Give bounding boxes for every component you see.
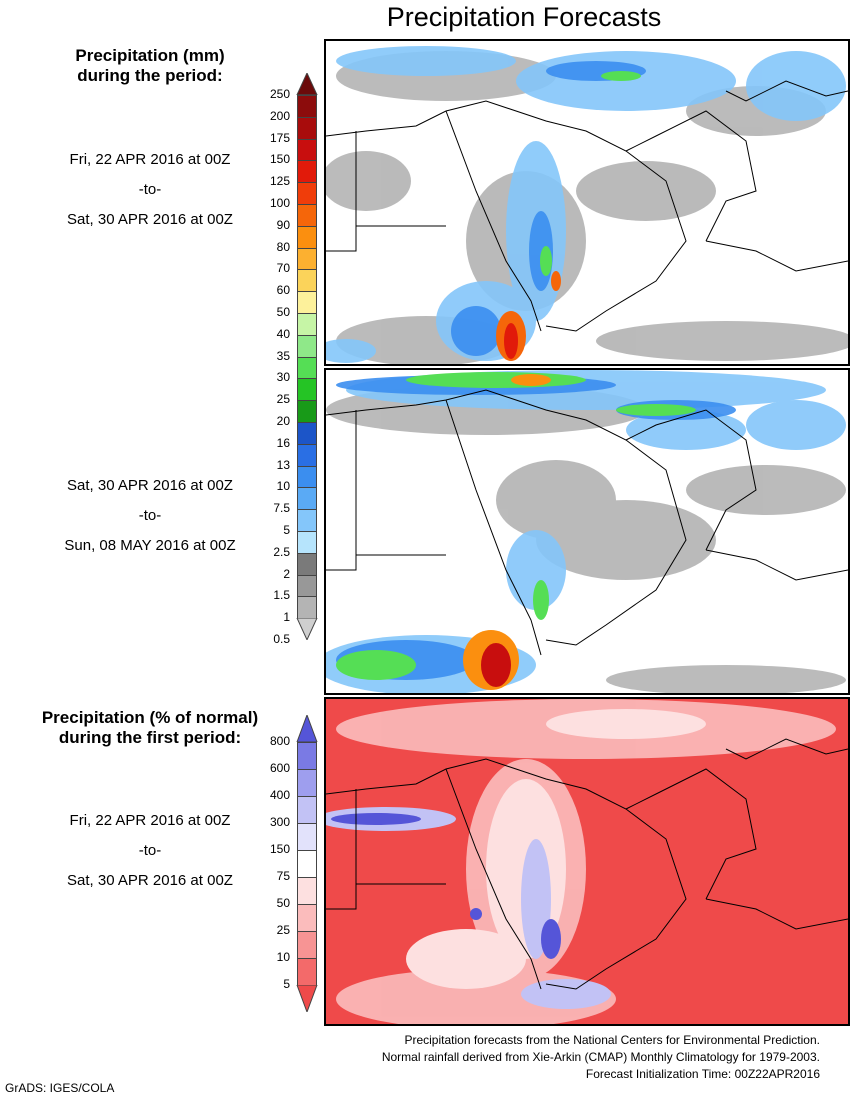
period-3-end: Sat, 30 APR 2016 at 00Z — [67, 872, 233, 889]
map-panel-period-1 — [324, 39, 850, 366]
legend-mm-tick-label: 5 — [283, 523, 290, 537]
period-1-label: Fri, 22 APR 2016 at 00Z -to- Sat, 30 APR… — [5, 151, 295, 241]
legend-pct-swatch — [297, 904, 317, 932]
legend-mm-arrow-top — [296, 73, 318, 95]
legend-mm-tick-label: 1.5 — [273, 588, 290, 603]
legend-mm-tick-label: 50 — [276, 305, 290, 319]
precip-map-1 — [326, 41, 848, 364]
page-title: Precipitation Forecasts — [386, 2, 662, 32]
legend-mm-tick-label: 7.5 — [273, 501, 290, 516]
legend-pct-tick-label: 50 — [276, 896, 290, 910]
grads-footer: GrADS: IGES/COLA — [5, 1081, 115, 1095]
legend-mm-tick-label: 150 — [269, 152, 290, 167]
legend-pct-swatch — [297, 931, 317, 959]
legend-mm-tick-label: 20 — [276, 414, 290, 428]
period-3-label: Fri, 22 APR 2016 at 00Z -to- Sat, 30 APR… — [5, 812, 295, 902]
legend-mm-colorbar: 250 200 175 150 125 100 90 80 70 60 50 40 35 30 25 20 16… — [0, 0, 320, 700]
credits-line3: Forecast Initialization Time: 00Z22APR20… — [585, 1067, 820, 1081]
credits-line1: Precipitation forecasts from the Nationa… — [404, 1033, 820, 1047]
period-1-end: Sat, 30 APR 2016 at 00Z — [67, 211, 233, 228]
legend-pct-tick-label: 5 — [283, 977, 290, 991]
percent-normal-map — [326, 699, 848, 1024]
legend-mm-tick-label: 40 — [276, 326, 290, 341]
legend-mm-tick-label: 1 — [283, 610, 290, 625]
legend-pct-colorbar: 800 600 400 300 150 75 50 25 10 5 — [0, 0, 320, 1100]
legend-mm-arrow-bottom — [296, 618, 318, 640]
legend-pct-swatch — [297, 877, 317, 905]
legend-pct-header-line1: Precipitation (% of normal) — [41, 708, 259, 727]
legend-pct-swatch — [297, 850, 317, 878]
credits: Precipitation forecasts from the Nationa… — [382, 1032, 820, 1083]
period-2-sep: -to- — [138, 507, 162, 524]
legend-mm-tick-label: 16 — [276, 435, 290, 450]
legend-pct-header: Precipitation (% of normal) during the f… — [0, 708, 300, 748]
legend-pct-swatch — [297, 823, 317, 851]
period-1-start: Fri, 22 APR 2016 at 00Z — [69, 151, 231, 168]
period-3-start: Fri, 22 APR 2016 at 00Z — [69, 812, 231, 829]
legend-pct-swatch — [297, 742, 317, 770]
legend-mm-tick-label: 100 — [269, 196, 290, 210]
legend-pct-tick-label: 600 — [269, 761, 290, 775]
legend-mm-tick-label: 13 — [276, 457, 290, 472]
legend-pct-tick-label: 300 — [269, 815, 290, 829]
legend-pct-arrow-bottom — [296, 985, 318, 1012]
legend-mm-header: Precipitation (mm) during the period: — [0, 46, 300, 86]
legend-pct-tick-label: 10 — [276, 950, 290, 964]
legend-pct-swatch — [297, 958, 317, 986]
legend-mm-tick-label: 2 — [283, 566, 290, 581]
legend-mm-tick-label: 25 — [276, 392, 290, 407]
legend-mm-tick-label: 90 — [276, 217, 290, 232]
legend-pct-arrow-top — [296, 715, 318, 742]
legend-pct-swatch — [297, 796, 317, 824]
legend-mm-tick-label: 35 — [276, 348, 290, 363]
legend-mm-tick-label: 10 — [276, 479, 290, 494]
legend-mm-tick-label: 70 — [276, 261, 290, 276]
period-2-end: Sun, 08 MAY 2016 at 00Z — [64, 537, 236, 554]
legend-pct-tick-label: 25 — [276, 923, 290, 937]
map-panel-period-2 — [324, 368, 850, 695]
legend-mm-header-line1: Precipitation (mm) — [75, 46, 225, 65]
legend-mm-tick-label: 2.5 — [273, 544, 290, 559]
precip-map-2 — [326, 370, 848, 693]
legend-pct-tick-label: 150 — [269, 842, 290, 856]
legend-mm-tick-label: 250 — [269, 87, 290, 101]
legend-pct-tick-label: 800 — [269, 734, 290, 748]
period-1-sep: -to- — [138, 181, 162, 198]
period-2-start: Sat, 30 APR 2016 at 00Z — [67, 477, 233, 494]
legend-mm-tick-label: 80 — [276, 239, 290, 254]
legend-mm-tick-label: 60 — [276, 283, 290, 298]
legend-pct-swatch — [297, 769, 317, 797]
legend-mm-tick-label: 175 — [269, 130, 290, 145]
legend-pct-header-line2: during the first period: — [58, 728, 242, 747]
legend-pct-tick-label: 400 — [269, 788, 290, 802]
period-2-label: Sat, 30 APR 2016 at 00Z -to- Sun, 08 MAY… — [5, 477, 295, 567]
map-panel-percent-normal — [324, 697, 850, 1026]
legend-mm-tick-label: 200 — [269, 108, 290, 123]
legend-pct-tick-label: 75 — [276, 869, 290, 883]
legend-mm-tick-label: 0.5 — [273, 632, 290, 646]
legend-mm-tick-label: 30 — [276, 370, 290, 385]
legend-mm-header-line2: during the period: — [77, 66, 223, 85]
credits-line2: Normal rainfall derived from Xie-Arkin (… — [381, 1050, 820, 1064]
period-3-sep: -to- — [138, 842, 162, 859]
legend-mm-tick-label: 125 — [269, 174, 290, 189]
